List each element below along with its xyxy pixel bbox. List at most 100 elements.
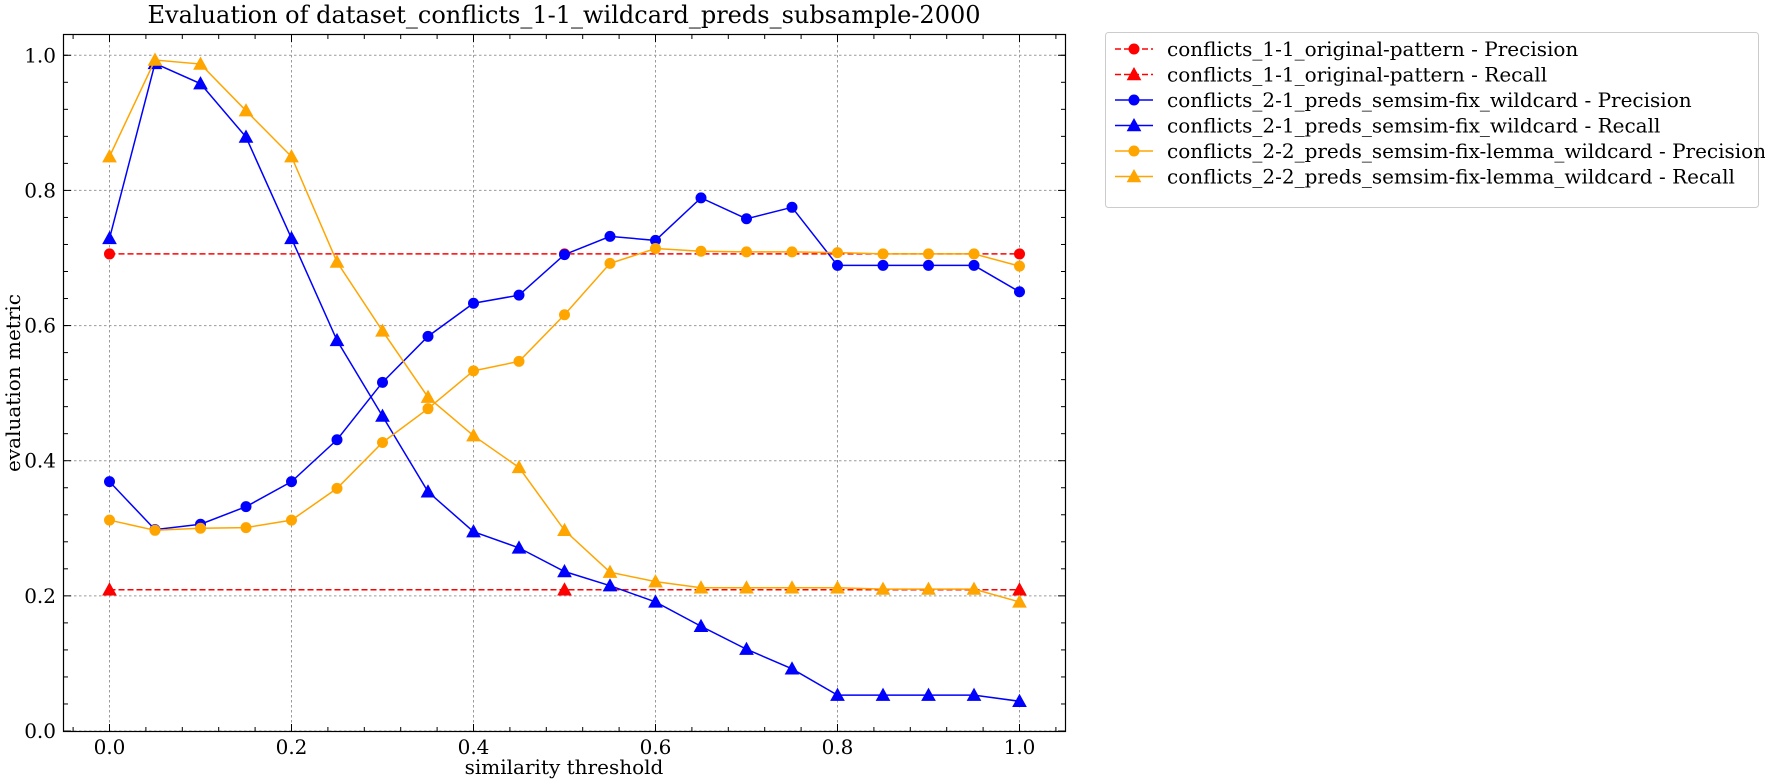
data-point <box>602 578 618 592</box>
legend-frame <box>1105 32 1759 208</box>
y-tick-label: 0.4 <box>24 449 56 473</box>
data-point <box>329 254 345 268</box>
data-point <box>559 249 570 261</box>
data-point <box>375 323 390 337</box>
data-point <box>832 259 843 271</box>
legend-label: conflicts_1-1_original-pattern - Recall <box>1167 63 1547 87</box>
data-point <box>284 230 299 245</box>
data-point <box>284 149 299 163</box>
data-point <box>784 580 800 594</box>
data-point <box>695 245 707 257</box>
legend-marker <box>1128 43 1140 55</box>
legend-entry-5: conflicts_2-2_preds_semsim-fix-lemma_wil… <box>1115 165 1735 189</box>
legend-entry-3: conflicts_2-1_preds_semsim-fix_wildcard … <box>1115 114 1660 138</box>
axis-ticks: 0.0 0.2 0.4 0.6 0.8 1.0 0.0 0.2 0.4 0.6 0.8 1.0 <box>24 35 1065 759</box>
data-point <box>648 594 663 608</box>
data-point <box>240 501 252 513</box>
data-point <box>377 436 388 448</box>
legend-entry-0: conflicts_1-1_original-pattern - Precisi… <box>1115 37 1578 61</box>
data-point <box>286 476 297 488</box>
data-point <box>832 247 843 259</box>
legend: conflicts_1-1_original-pattern - Precisi… <box>1105 32 1765 208</box>
data-point <box>966 581 982 595</box>
data-point <box>511 459 527 474</box>
series-line <box>108 196 1020 531</box>
legend-marker <box>1126 66 1142 81</box>
x-tick-label: 0.2 <box>276 735 308 759</box>
data-point <box>468 365 479 377</box>
x-tick-label: 1.0 <box>1004 735 1036 759</box>
legend-label: conflicts_2-2_preds_semsim-fix-lemma_wil… <box>1167 139 1765 163</box>
data-point <box>511 540 527 554</box>
data-point <box>104 248 115 260</box>
data-point <box>786 201 798 213</box>
series-1 <box>102 582 1027 596</box>
series-4 <box>104 243 1025 536</box>
legend-entry-4: conflicts_2-2_preds_semsim-fix-lemma_wil… <box>1115 139 1765 163</box>
legend-label: conflicts_2-1_preds_semsim-fix_wildcard … <box>1167 114 1660 138</box>
data-point <box>921 581 936 595</box>
legend-entry-1: conflicts_1-1_original-pattern - Recall <box>1115 63 1547 87</box>
data-point <box>104 514 115 526</box>
data-point <box>830 580 845 594</box>
y-tick-label: 0.6 <box>24 314 56 338</box>
legend-marker <box>1126 168 1142 183</box>
data-point <box>968 259 980 271</box>
data-point <box>875 581 891 595</box>
series-line <box>108 62 1020 703</box>
data-point <box>557 582 572 596</box>
data-point <box>1014 260 1025 272</box>
grid-lines <box>64 35 1065 732</box>
data-point <box>238 103 254 117</box>
data-point <box>877 248 889 260</box>
data-point <box>329 332 345 347</box>
y-tick-label: 0.0 <box>24 719 56 743</box>
data-point <box>468 297 479 309</box>
x-tick-label: 0.8 <box>822 735 854 759</box>
data-point <box>602 564 618 578</box>
data-point <box>513 355 525 367</box>
legend-marker <box>1126 117 1142 132</box>
legend-entry-2: conflicts_2-1_preds_semsim-fix_wildcard … <box>1115 88 1692 112</box>
data-point <box>238 129 254 143</box>
data-point <box>693 618 709 632</box>
data-point <box>877 259 889 271</box>
data-point <box>375 408 390 422</box>
data-point <box>193 56 208 70</box>
data-point <box>466 428 481 442</box>
data-point <box>830 687 845 701</box>
data-point <box>693 580 709 594</box>
data-point <box>968 248 980 260</box>
x-tick-label: 0.4 <box>458 735 490 759</box>
data-point <box>1012 594 1027 608</box>
data-point <box>559 309 570 321</box>
data-point <box>966 687 982 701</box>
data-point <box>331 434 343 446</box>
data-point <box>557 522 572 537</box>
legend-label: conflicts_2-1_preds_semsim-fix_wildcard … <box>1167 88 1692 112</box>
data-point <box>147 52 163 66</box>
data-point <box>739 641 754 655</box>
data-point <box>377 376 388 388</box>
series-layer <box>102 52 1027 707</box>
data-point <box>1014 248 1025 260</box>
legend-marker <box>1128 94 1140 106</box>
data-point <box>1014 286 1025 298</box>
data-point <box>286 514 297 526</box>
data-point <box>102 230 117 245</box>
series-3 <box>102 55 1027 707</box>
data-point <box>1012 693 1027 707</box>
series-2 <box>104 192 1025 536</box>
data-point <box>102 149 117 163</box>
data-point <box>466 524 481 538</box>
data-point <box>193 76 208 90</box>
data-point <box>648 574 663 588</box>
legend-label: conflicts_2-2_preds_semsim-fix-lemma_wil… <box>1167 165 1735 189</box>
data-point <box>650 243 661 255</box>
series-5 <box>102 52 1027 608</box>
x-tick-label: 0.0 <box>94 735 126 759</box>
data-point <box>240 522 252 534</box>
data-point <box>420 389 436 403</box>
data-point <box>604 257 616 269</box>
